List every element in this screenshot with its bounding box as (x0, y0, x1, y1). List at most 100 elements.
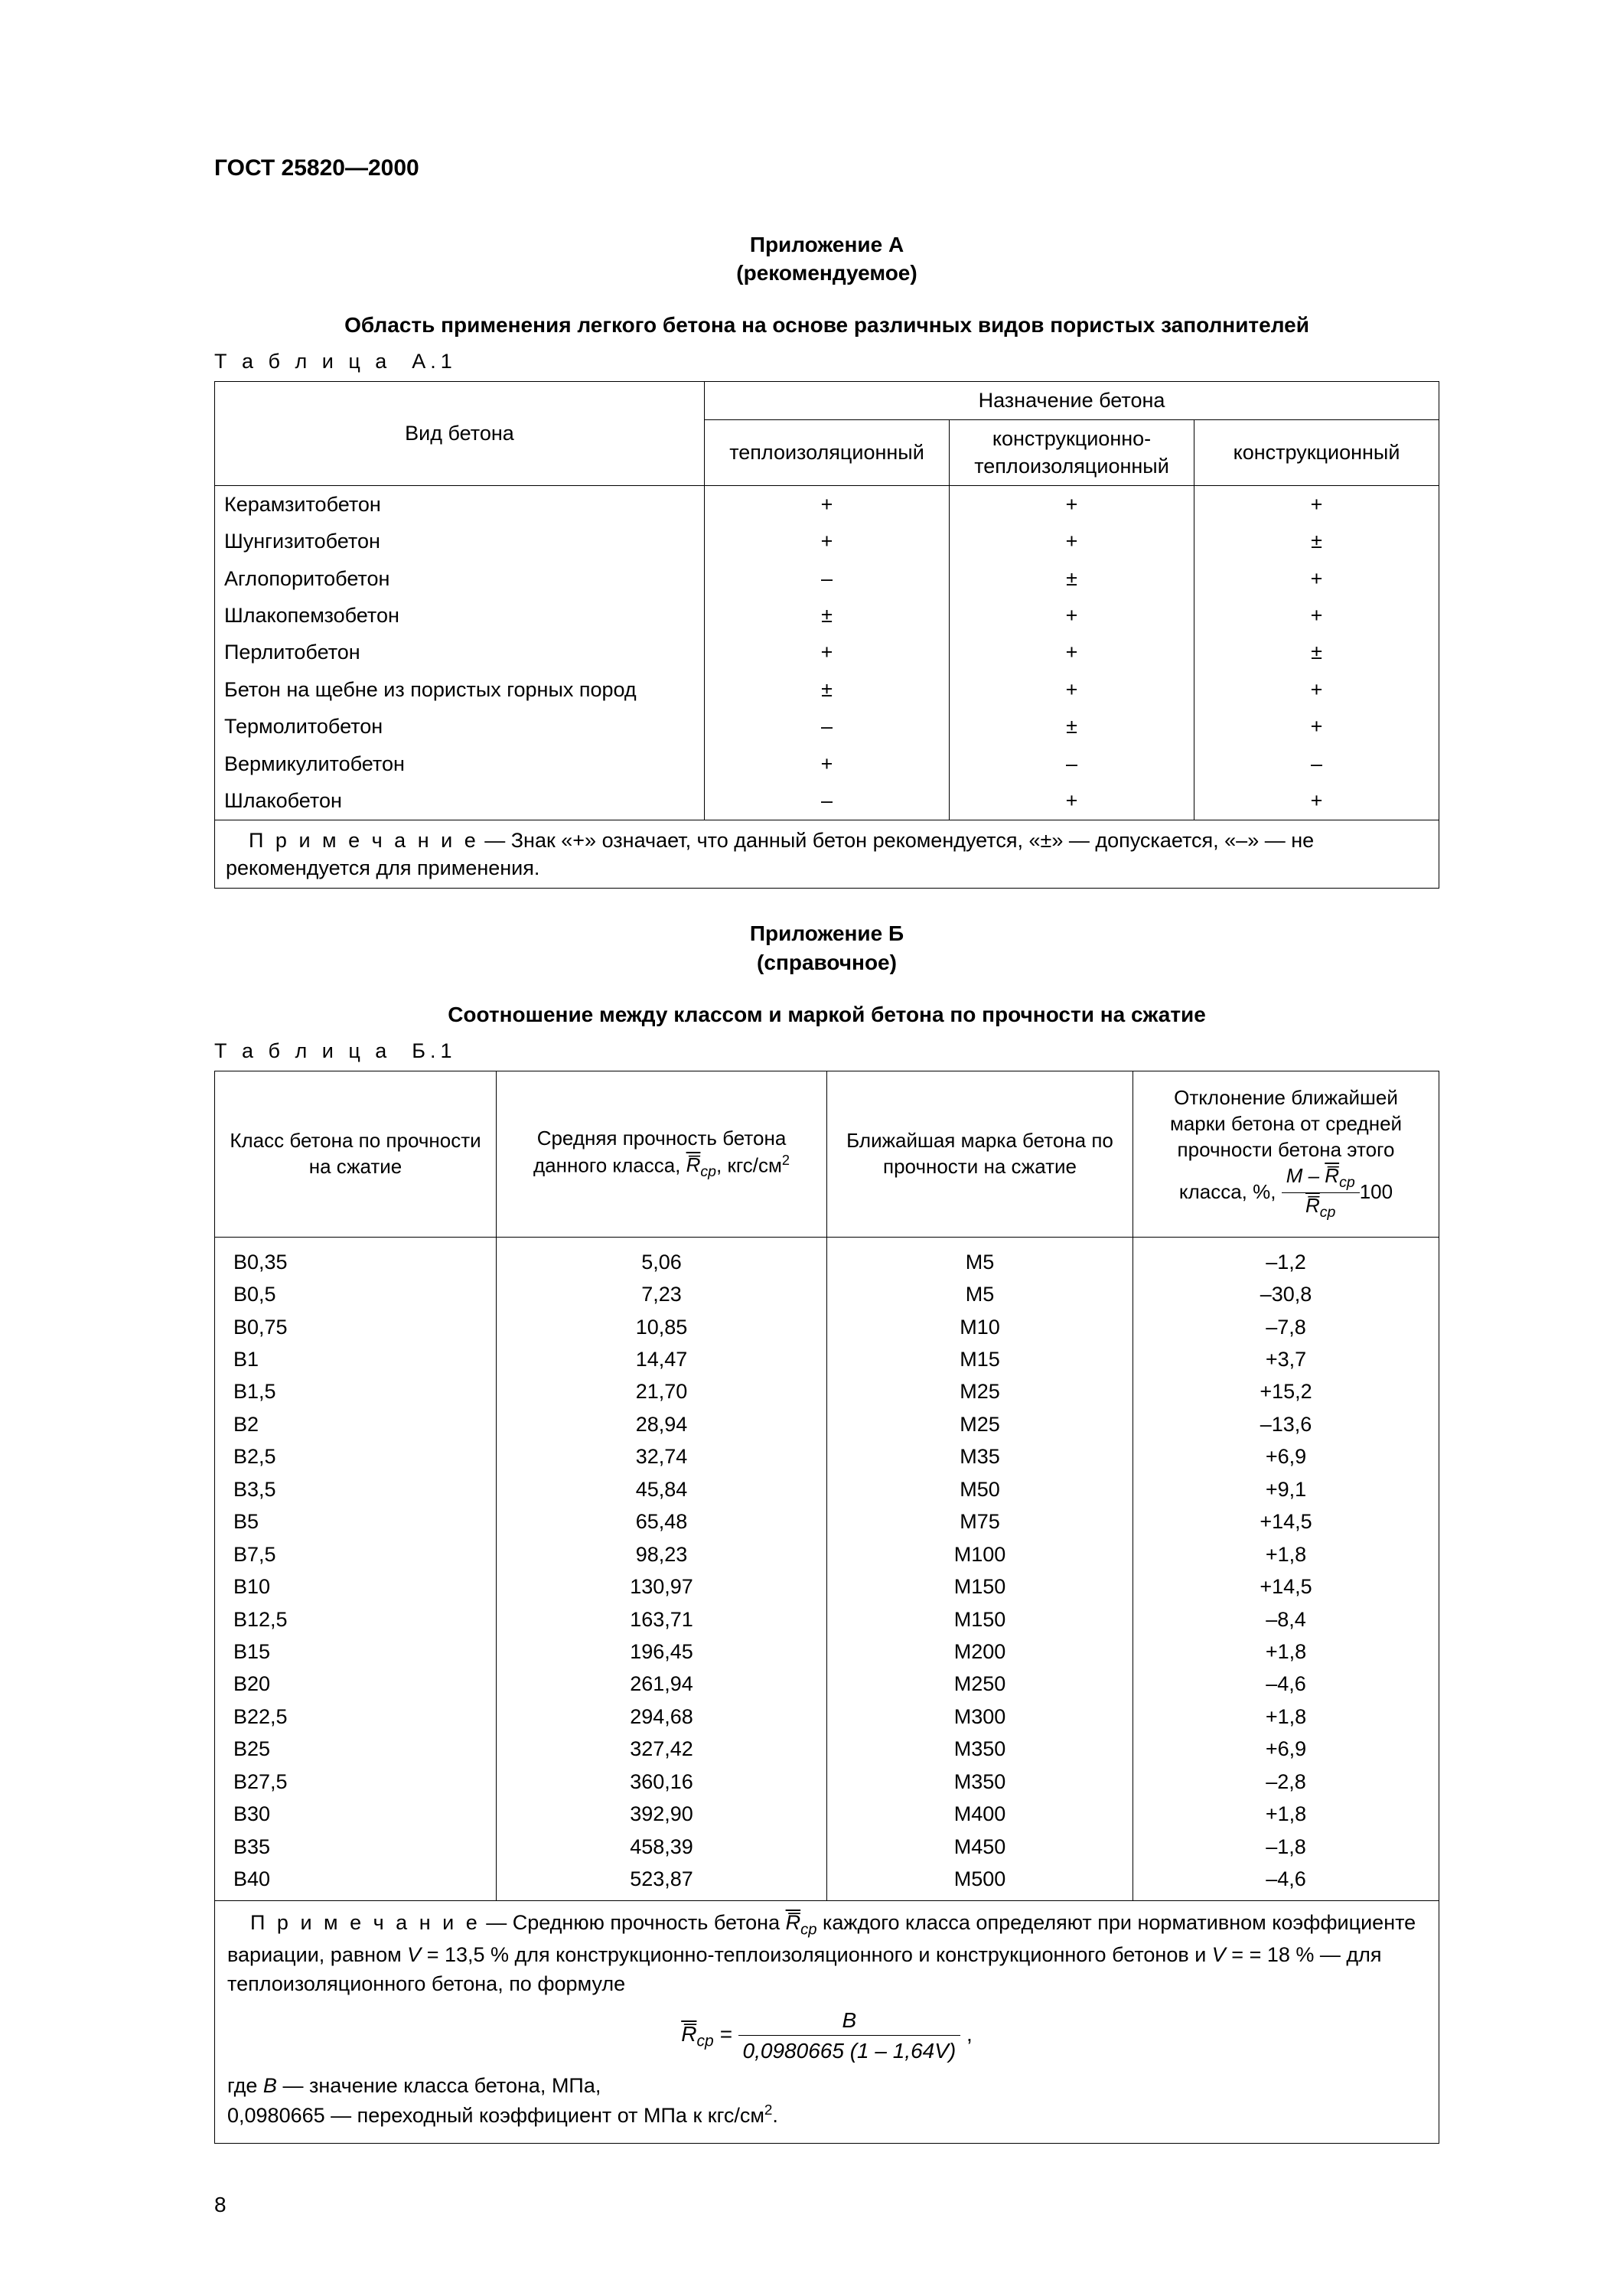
table-row: В2,532,74М35+6,9 (215, 1440, 1439, 1473)
cell-deviation: +1,8 (1133, 1701, 1439, 1733)
cell-deviation: –1,2 (1133, 1237, 1439, 1278)
cell-class: В15 (215, 1636, 497, 1668)
cell-mark: + (705, 634, 950, 670)
cell-strength: 163,71 (497, 1603, 827, 1636)
cell-class: В30 (215, 1798, 497, 1830)
cell-strength: 28,94 (497, 1408, 827, 1440)
cell-mark: М400 (827, 1798, 1133, 1830)
cell-mark: + (1194, 782, 1439, 820)
cell-mark: – (950, 745, 1194, 782)
cell-name: Вермикулитобетон (215, 745, 705, 782)
cell-name: Термолитобетон (215, 708, 705, 745)
cell-strength: 196,45 (497, 1636, 827, 1668)
cell-strength: 130,97 (497, 1570, 827, 1603)
cell-name: Перлитобетон (215, 634, 705, 670)
th-a1-c3: конструкционно-теплоизоляционный (950, 419, 1194, 485)
cell-deviation: –8,4 (1133, 1603, 1439, 1636)
table-b1-label: Т а б л и ц а Б.1 (214, 1037, 1439, 1065)
cell-mark: + (950, 634, 1194, 670)
cell-deviation: +1,8 (1133, 1636, 1439, 1668)
appendix-a-subtitle: (рекомендуемое) (214, 259, 1439, 288)
cell-class: В27,5 (215, 1766, 497, 1798)
cell-deviation: +9,1 (1133, 1473, 1439, 1505)
cell-mark: М350 (827, 1766, 1133, 1798)
cell-strength: 5,06 (497, 1237, 827, 1278)
cell-deviation: +6,9 (1133, 1440, 1439, 1473)
cell-mark: М50 (827, 1473, 1133, 1505)
cell-mark: М500 (827, 1863, 1133, 1901)
table-row: В565,48М75+14,5 (215, 1505, 1439, 1538)
table-row: В27,5360,16М350–2,8 (215, 1766, 1439, 1798)
cell-mark: М300 (827, 1701, 1133, 1733)
note-b1: П р и м е ч а н и е — Среднюю прочность … (214, 1901, 1439, 2143)
table-row: В15196,45М200+1,8 (215, 1636, 1439, 1668)
page: ГОСТ 25820—2000 Приложение А (рекомендуе… (0, 0, 1623, 2296)
table-row: Термолитобетон–±+ (215, 708, 1439, 745)
table-row: В30392,90М400+1,8 (215, 1798, 1439, 1830)
cell-name: Бетон на щебне из пористых горных пород (215, 671, 705, 708)
cell-mark: – (705, 560, 950, 597)
table-row: В3,545,84М50+9,1 (215, 1473, 1439, 1505)
cell-deviation: –2,8 (1133, 1766, 1439, 1798)
note-a1-lead: П р и м е ч а н и е (249, 829, 479, 852)
cell-class: В5 (215, 1505, 497, 1538)
appendix-b-section: Соотношение между классом и маркой бетон… (214, 1000, 1439, 1029)
cell-deviation: +6,9 (1133, 1733, 1439, 1765)
cell-deviation: –4,6 (1133, 1863, 1439, 1901)
cell-mark: М10 (827, 1311, 1133, 1343)
appendix-b-subtitle: (справочное) (214, 948, 1439, 977)
cell-class: В22,5 (215, 1701, 497, 1733)
cell-class: В1 (215, 1343, 497, 1375)
cell-deviation: +1,8 (1133, 1798, 1439, 1830)
table-row: Перлитобетон++± (215, 634, 1439, 670)
cell-class: В35 (215, 1831, 497, 1863)
cell-class: В0,75 (215, 1311, 497, 1343)
table-row: В0,7510,85М10–7,8 (215, 1311, 1439, 1343)
table-b1: Класс бетона по прочности на сжатие Сред… (214, 1071, 1439, 1901)
cell-strength: 45,84 (497, 1473, 827, 1505)
cell-strength: 327,42 (497, 1733, 827, 1765)
formula: R̅ср = B 0,0980665 (1 – 1,64V) , (227, 2005, 1426, 2066)
cell-mark: ± (950, 708, 1194, 745)
cell-deviation: +3,7 (1133, 1343, 1439, 1375)
th-b1-c4: Отклонение ближайшей марки бетона от сре… (1133, 1071, 1439, 1237)
th-b1-c2: Средняя прочность бетона данного класса,… (497, 1071, 827, 1237)
cell-mark: + (705, 523, 950, 559)
cell-mark: + (950, 485, 1194, 523)
cell-strength: 14,47 (497, 1343, 827, 1375)
cell-mark: М15 (827, 1343, 1133, 1375)
table-row: Шунгизитобетон++± (215, 523, 1439, 559)
cell-class: В0,5 (215, 1278, 497, 1310)
th-b1-c3: Ближайшая марка бетона по прочности на с… (827, 1071, 1133, 1237)
cell-mark: М150 (827, 1570, 1133, 1603)
table-row: Шлакопемзобетон±++ (215, 597, 1439, 634)
cell-strength: 261,94 (497, 1668, 827, 1700)
cell-strength: 65,48 (497, 1505, 827, 1538)
cell-strength: 7,23 (497, 1278, 827, 1310)
cell-class: В2 (215, 1408, 497, 1440)
cell-class: В25 (215, 1733, 497, 1765)
cell-class: В7,5 (215, 1538, 497, 1570)
cell-mark: М200 (827, 1636, 1133, 1668)
cell-mark: М5 (827, 1278, 1133, 1310)
table-a1: Вид бетона Назначение бетона теплоизоляц… (214, 381, 1439, 820)
where-line-1: где B — значение класса бетона, МПа, (227, 2072, 1426, 2101)
cell-mark: + (950, 597, 1194, 634)
cell-mark: + (950, 782, 1194, 820)
table-row: В0,57,23М5–30,8 (215, 1278, 1439, 1310)
cell-mark: + (1194, 671, 1439, 708)
cell-strength: 32,74 (497, 1440, 827, 1473)
cell-mark: – (1194, 745, 1439, 782)
cell-mark: М350 (827, 1733, 1133, 1765)
cell-mark: + (950, 523, 1194, 559)
cell-strength: 523,87 (497, 1863, 827, 1901)
cell-deviation: –7,8 (1133, 1311, 1439, 1343)
cell-mark: + (950, 671, 1194, 708)
cell-deviation: –1,8 (1133, 1831, 1439, 1863)
table-row: В22,5294,68М300+1,8 (215, 1701, 1439, 1733)
cell-strength: 294,68 (497, 1701, 827, 1733)
cell-mark: М100 (827, 1538, 1133, 1570)
where-line-2: 0,0980665 — переходный коэффициент от МП… (227, 2101, 1426, 2131)
cell-class: В2,5 (215, 1440, 497, 1473)
cell-mark: М150 (827, 1603, 1133, 1636)
